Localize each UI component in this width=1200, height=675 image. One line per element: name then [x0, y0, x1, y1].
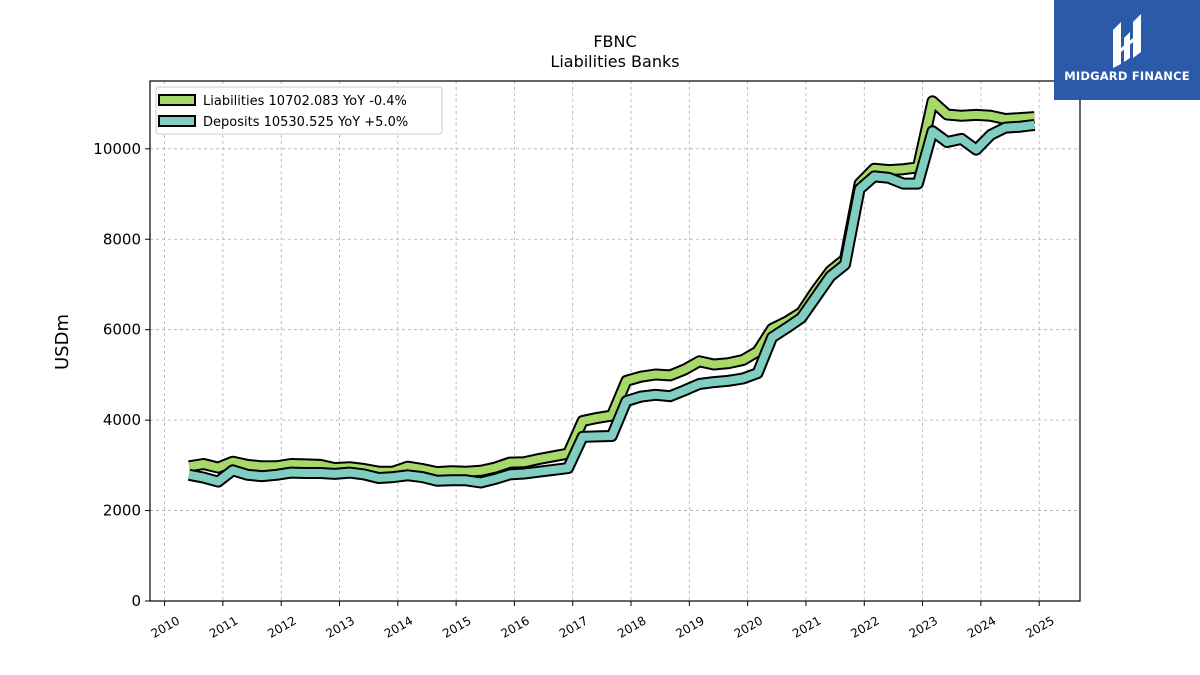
chart-subtitle: Liabilities Banks — [550, 52, 679, 71]
series-line — [188, 120, 1035, 487]
y-tick-label: 0 — [131, 592, 141, 610]
x-tick-label: 2020 — [732, 613, 765, 640]
x-tick-label: 2023 — [907, 613, 940, 640]
x-tick-label: 2022 — [848, 613, 881, 640]
x-tick-label: 2011 — [207, 613, 240, 640]
y-axis-label: USDm — [52, 314, 73, 370]
x-tick-label: 2010 — [149, 613, 182, 640]
midgard-logo-icon — [1113, 14, 1141, 68]
x-tick-label: 2025 — [1023, 613, 1056, 640]
x-tick-label: 2021 — [790, 613, 823, 640]
x-tick-label: 2013 — [324, 613, 357, 640]
legend-label: Liabilities 10702.083 YoY -0.4% — [203, 94, 407, 109]
y-tick-label: 8000 — [103, 230, 141, 248]
legend-swatch — [158, 94, 196, 106]
legend-item: Deposits 10530.525 YoY +5.0% — [158, 115, 408, 130]
y-tick-label: 4000 — [103, 411, 141, 429]
series-deposits — [187, 118, 1036, 489]
legend-swatch — [158, 115, 196, 127]
y-tick-label: 10000 — [93, 140, 141, 158]
grid — [150, 81, 1080, 601]
x-tick-label: 2015 — [440, 613, 473, 640]
series-line — [188, 97, 1035, 477]
x-tick-label: 2018 — [615, 613, 648, 640]
legend-item: Liabilities 10702.083 YoY -0.4% — [158, 94, 407, 109]
logo-text: MIDGARD FINANCE — [1064, 69, 1190, 83]
x-tick-label: 2017 — [557, 613, 590, 640]
chart-title: FBNC — [593, 32, 636, 51]
x-tick-label: 2019 — [673, 613, 706, 640]
legend: Liabilities 10702.083 YoY -0.4% Deposits … — [155, 86, 443, 135]
x-ticks: 2010 2011 2012 2013 2014 2015 2016 2017 2018 2019… — [149, 601, 1057, 641]
y-tick-label: 2000 — [103, 502, 141, 520]
plot-frame — [149, 80, 1081, 602]
y-ticks: 0 2000 4000 6000 8000 10000 — [93, 140, 150, 610]
x-tick-label: 2012 — [265, 613, 298, 640]
x-tick-label: 2024 — [965, 613, 998, 640]
series-layer — [187, 95, 1036, 489]
x-tick-label: 2014 — [382, 613, 415, 640]
legend-box — [155, 86, 443, 135]
series-liabilities — [188, 95, 1035, 479]
midgard-finance-logo: MIDGARD FINANCE — [1054, 0, 1200, 100]
x-tick-label: 2016 — [498, 613, 531, 640]
y-tick-label: 6000 — [103, 321, 141, 339]
legend-label: Deposits 10530.525 YoY +5.0% — [203, 115, 408, 130]
